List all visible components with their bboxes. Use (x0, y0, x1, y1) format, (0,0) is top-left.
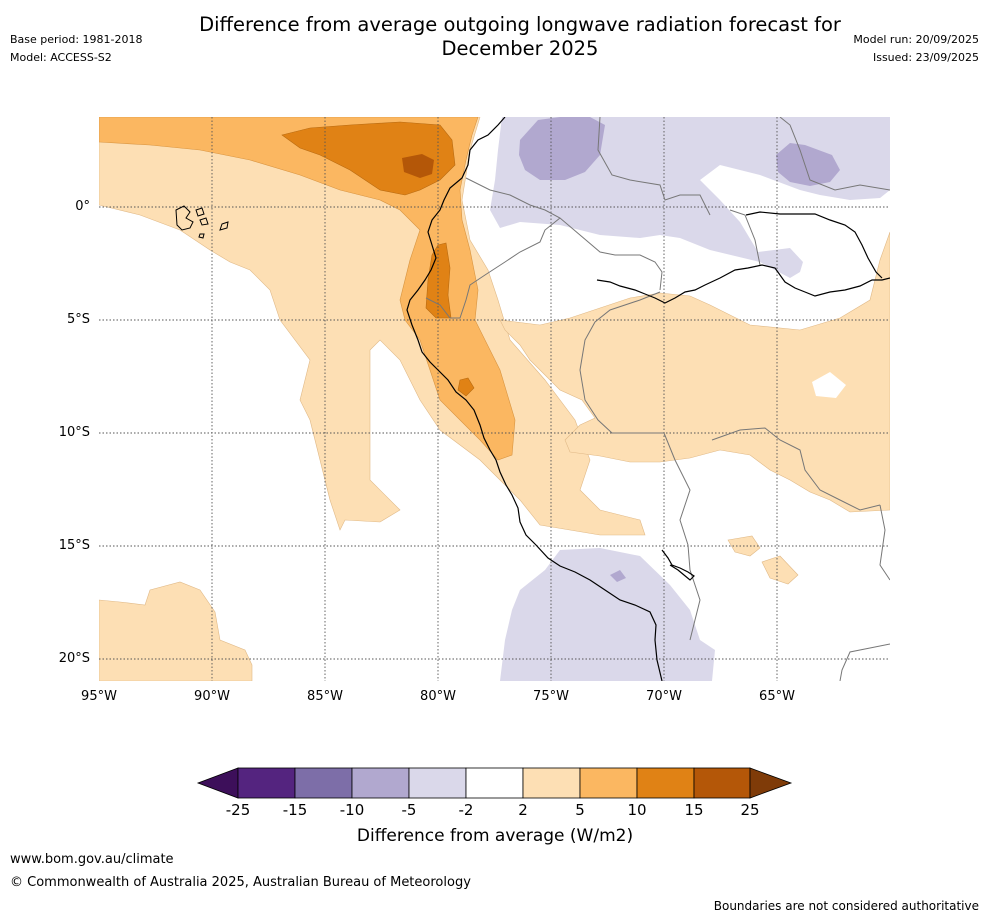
colorbar-segment-8 (636, 767, 695, 799)
anomaly-10-15-regions (281, 121, 475, 397)
anomaly-10-15-coast (425, 242, 452, 319)
meta-left: Base period: 1981-2018 Model: ACCESS-S2 (10, 33, 142, 69)
anomaly-5-10-regions (99, 117, 516, 461)
lon-tick-85w: 85°W (307, 689, 343, 704)
border-peru-brazil (579, 291, 664, 434)
galapagos-islands (175, 205, 229, 239)
lat-tick-10s: 10°S (58, 425, 90, 440)
map-gridlines (99, 117, 890, 681)
lat-tick-15s: 15°S (58, 538, 90, 553)
colorbar-label: 15 (684, 801, 704, 819)
anomaly-neg10-neg5-regions (519, 117, 840, 582)
footer-disclaimer: Boundaries are not considered authoritat… (713, 899, 979, 913)
anomaly-5-10-north (99, 117, 516, 461)
model-run: Model run: 20/09/2025 (853, 33, 979, 46)
colorbar-extend-low (196, 767, 239, 799)
colorbar-segment-4 (408, 767, 467, 799)
island-1 (175, 205, 194, 231)
lon-tick-90w: 90°W (194, 689, 230, 704)
colorbar-label: -15 (282, 801, 308, 819)
colorbar-label: -2 (458, 801, 474, 819)
border-colombia-ecuador (465, 177, 663, 291)
colorbar-segment-6 (522, 767, 581, 799)
border-venezuela-brazil (779, 117, 890, 191)
lon-tick-70w: 70°W (646, 689, 682, 704)
island-2 (195, 207, 205, 217)
coastline (406, 117, 890, 681)
lon-tick-95w: 95°W (81, 689, 117, 704)
anomaly-neg10-neg5-north-2 (776, 143, 840, 186)
island-3 (199, 217, 209, 226)
colorbar-label: -5 (401, 801, 417, 819)
base-period: Base period: 1981-2018 (10, 33, 143, 46)
issued-date: Issued: 23/09/2025 (872, 51, 979, 64)
lat-tick-5s: 5°S (66, 312, 90, 327)
country-borders (425, 117, 890, 681)
border-paraguay (839, 643, 890, 681)
border-colombia-venezuela (597, 117, 711, 216)
anomaly-15-25-region (402, 154, 434, 178)
model-name: Model: ACCESS-S2 (10, 51, 112, 64)
island-5 (198, 233, 205, 239)
anomaly-2-5-bolivia-2 (761, 555, 799, 585)
lat-tick-0: 0° (75, 199, 90, 214)
anomaly-10-15-north (281, 121, 456, 196)
footer-copyright: © Commonwealth of Australia 2025, Austra… (10, 875, 471, 890)
colorbar-segment-1 (237, 767, 296, 799)
anomaly-neg5-neg2-south (500, 548, 715, 681)
colorbar (196, 767, 793, 799)
colorbar-label: -10 (339, 801, 365, 819)
border-colombia-brazil (729, 209, 761, 266)
river-negro (745, 211, 883, 279)
meta-right: Model run: 20/09/2025 Issued: 23/09/2025 (853, 33, 979, 69)
colorbar-segment-3 (351, 767, 410, 799)
lon-tick-75w: 75°W (533, 689, 569, 704)
anomaly-2-5-amazon (499, 231, 890, 513)
border-peru-bolivia (663, 432, 701, 641)
colorbar-label: 25 (740, 801, 760, 819)
colorbar-label: 10 (627, 801, 647, 819)
colorbar-label: 2 (518, 801, 528, 819)
footer-url[interactable]: www.bom.gov.au/climate (10, 852, 174, 867)
title-line-2: December 2025 (441, 37, 599, 60)
anomaly-10-15-spot (457, 377, 475, 397)
title-line-1: Difference from average outgoing longwav… (199, 13, 841, 36)
border-bolivia-brazil (711, 427, 881, 511)
neutral-hole-amazon (812, 372, 846, 398)
border-ecuador-peru (425, 217, 561, 319)
colorbar-label: 5 (575, 801, 585, 819)
colorbar-segment-7 (579, 767, 638, 799)
colorbar-label: -25 (225, 801, 251, 819)
lon-tick-65w: 65°W (759, 689, 795, 704)
colorbar-segment-2 (294, 767, 353, 799)
map-canvas (99, 117, 890, 681)
colorbar-extend-high (749, 767, 793, 799)
colorbar-title: Difference from average (W/m2) (356, 826, 634, 846)
lat-tick-20s: 20°S (58, 651, 90, 666)
anomaly-neg10-neg5-spot (610, 570, 626, 582)
lon-tick-80w: 80°W (420, 689, 456, 704)
coastline-pacific (406, 117, 663, 681)
anomaly-2-5-southwest (99, 581, 253, 681)
border-brazil-bolivia-east (879, 504, 890, 581)
chart-title: Difference from average outgoing longwav… (160, 13, 880, 61)
lake-titicaca (661, 549, 695, 581)
colorbar-segment-5 (465, 767, 524, 799)
coastline-amazon (596, 264, 890, 304)
anomaly-neg10-neg5-north-1 (519, 117, 605, 180)
colorbar-segment-9 (693, 767, 751, 799)
island-4 (219, 221, 229, 231)
